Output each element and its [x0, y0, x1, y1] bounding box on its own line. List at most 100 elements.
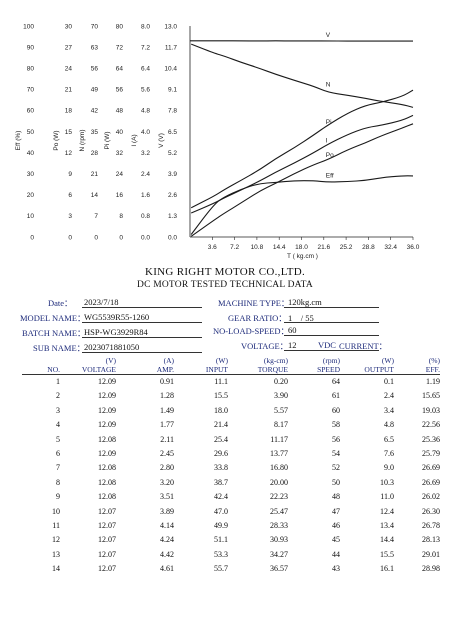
- row-eff: 1.19: [426, 377, 440, 386]
- x-tick-label: 14.4: [273, 244, 286, 251]
- voltage-label: VOLTAGE：: [241, 341, 289, 351]
- row-eff: 15.65: [422, 391, 440, 401]
- row-output: 15.5: [380, 549, 394, 559]
- y-tick-label: 64: [116, 66, 124, 73]
- row-no: 3: [56, 405, 60, 415]
- y-tick-label: 9: [68, 171, 72, 178]
- row-no: 7: [56, 463, 60, 473]
- y-tick-label: 3.2: [141, 150, 150, 157]
- machine-value: 120kg.cm: [288, 297, 322, 307]
- y-tick-label: 40: [27, 150, 35, 157]
- y-tick-label: 0: [119, 234, 123, 241]
- y-tick-label: 8.0: [141, 23, 150, 30]
- row-voltage: 12.07: [98, 549, 116, 559]
- table-row: 2 12.09 1.28 15.5 3.90 61 2.4 15.65: [22, 389, 440, 403]
- row-input: 51.1: [214, 535, 228, 545]
- unit-voltage: (V): [105, 356, 116, 365]
- row-speed: 43: [332, 564, 340, 574]
- row-torque: 25.47: [270, 506, 288, 516]
- table-row: 9 12.08 3.51 42.4 22.23 48 11.0 26.02: [22, 490, 440, 504]
- row-speed: 47: [332, 506, 340, 516]
- row-output: 14.4: [380, 535, 394, 545]
- date-label: Date：: [48, 298, 73, 308]
- sub-label: SUB NAME：: [33, 343, 86, 353]
- row-speed: 50: [332, 477, 340, 487]
- y-tick-label: 2.6: [168, 192, 177, 199]
- y-tick-label: 70: [91, 23, 99, 30]
- unit-torque: (kg-cm): [263, 356, 288, 365]
- y-tick-label: 42: [91, 108, 99, 115]
- row-speed: 45: [332, 535, 340, 545]
- x-tick-label: 28.8: [362, 244, 375, 251]
- row-input: 11.1: [214, 377, 228, 386]
- row-eff: 22.56: [422, 420, 440, 430]
- sub-underline: [82, 352, 202, 353]
- y-tick-label: 100: [23, 23, 34, 30]
- y-tick-label: 12: [65, 150, 73, 157]
- row-output: 6.5: [384, 434, 394, 444]
- y-tick-label: 56: [116, 87, 124, 94]
- row-amp: 4.24: [160, 535, 174, 545]
- y-tick-label: 21: [91, 171, 99, 178]
- gear-value: 1 / 55: [288, 313, 314, 323]
- row-voltage: 12.08: [98, 492, 116, 502]
- row-voltage: 12.09: [98, 449, 116, 459]
- x-tick-label: 18.0: [295, 244, 308, 251]
- vdc-label: VDC: [318, 340, 336, 350]
- date-underline: [82, 307, 202, 308]
- row-input: 53.3: [214, 549, 228, 559]
- voltage-underline: [284, 350, 379, 351]
- curve-pi: [190, 89, 414, 209]
- x-axis: 3.6 7.2 10.8 14.4 18.0 21.6 25.2 28.8 32.4 36.0 T …: [189, 26, 420, 260]
- row-voltage: 12.08: [98, 434, 116, 444]
- y-tick-label: 24: [116, 171, 124, 178]
- y-tick-label: 7: [94, 213, 98, 220]
- row-amp: 2.80: [160, 463, 174, 473]
- row-no: 8: [56, 477, 60, 487]
- row-output: 11.0: [380, 492, 394, 502]
- y-tick-label: 2.4: [141, 171, 150, 178]
- row-output: 9.0: [384, 463, 394, 473]
- y-axis-name: V (V): [158, 133, 165, 148]
- row-voltage: 12.07: [98, 535, 116, 545]
- x-tick-label: 10.8: [251, 244, 264, 251]
- table-row: 7 12.08 2.80 33.8 16.80 52 9.0 26.69: [22, 461, 440, 475]
- row-input: 15.5: [214, 391, 228, 401]
- machine-underline: [284, 307, 379, 308]
- y-tick-label: 3: [68, 213, 72, 220]
- table-row: 12 12.07 4.24 51.1 30.93 45 14.4 28.13: [22, 533, 440, 547]
- y-tick-label: 50: [27, 129, 35, 136]
- test-data-table: (V) (A) (W) (kg-cm) (rpm) (W) (%) NO. VO…: [22, 356, 440, 577]
- y-tick-label: 6: [68, 192, 72, 199]
- x-axis-title: T ( kg.cm ): [287, 253, 318, 260]
- y-tick-label: 5.2: [168, 150, 177, 157]
- y-tick-label: 16: [116, 192, 124, 199]
- table-row: 4 12.09 1.77 21.4 8.17 58 4.8 22.56: [22, 418, 440, 432]
- row-voltage: 12.07: [98, 564, 116, 574]
- machine-label: MACHINE TYPE：: [218, 298, 290, 308]
- y-tick-label: 0: [68, 234, 72, 241]
- row-no: 2: [56, 391, 60, 401]
- row-torque: 22.23: [270, 492, 288, 502]
- units-row: (V) (A) (W) (kg-cm) (rpm) (W) (%): [22, 356, 440, 365]
- y-tick-label: 90: [27, 44, 35, 51]
- y-tick-label: 20: [27, 192, 35, 199]
- row-eff: 26.69: [422, 477, 440, 487]
- row-eff: 26.02: [422, 492, 440, 502]
- voltage-value: 12: [288, 340, 297, 350]
- row-voltage: 12.09: [98, 405, 116, 415]
- y-tick-label: 0.0: [168, 234, 177, 241]
- row-voltage: 12.08: [98, 477, 116, 487]
- y-tick-label: 30: [65, 23, 73, 30]
- row-no: 10: [52, 506, 60, 516]
- row-input: 21.4: [214, 420, 228, 430]
- row-amp: 2.45: [160, 449, 174, 459]
- row-no: 5: [56, 434, 60, 444]
- x-tick-label: 7.2: [230, 244, 239, 251]
- x-tick-label: 32.4: [384, 244, 397, 251]
- row-torque: 11.17: [270, 434, 288, 444]
- curve-label-eff: Eff: [326, 173, 334, 180]
- col-speed: SPEED: [317, 365, 340, 374]
- row-speed: 60: [332, 405, 340, 415]
- unit-output: (W): [381, 356, 394, 365]
